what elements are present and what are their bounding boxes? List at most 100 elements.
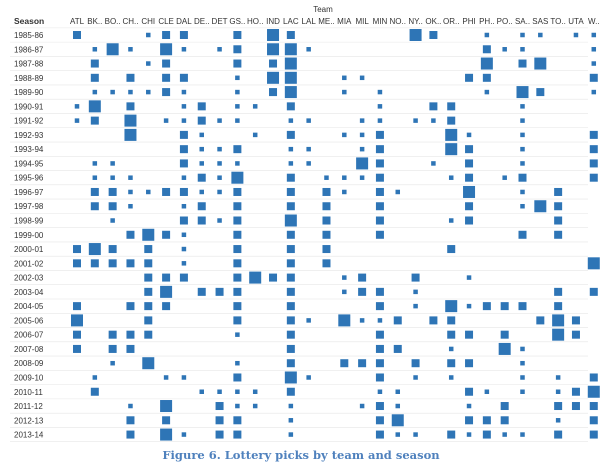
lottery-mark <box>375 130 384 139</box>
lottery-mark <box>110 218 115 223</box>
lottery-mark <box>465 359 474 368</box>
lottery-mark <box>106 43 119 56</box>
lottery-mark <box>589 145 598 154</box>
lottery-mark <box>431 161 436 166</box>
team-label: GS.. <box>229 17 245 26</box>
lottery-mark <box>233 145 242 154</box>
lottery-mark <box>571 387 580 396</box>
team-label: MIN <box>373 17 388 26</box>
lottery-mark <box>267 43 280 56</box>
lottery-mark <box>359 403 365 409</box>
lottery-mark <box>233 245 242 254</box>
lottery-mark <box>252 104 258 109</box>
lottery-mark <box>520 132 525 138</box>
lottery-mark <box>90 116 99 125</box>
lottery-mark <box>160 285 173 298</box>
lottery-mark <box>110 360 115 366</box>
lottery-mark <box>144 302 153 311</box>
lottery-mark <box>589 287 598 296</box>
lottery-mark <box>589 430 598 439</box>
lottery-mark <box>217 389 222 394</box>
lottery-mark <box>90 202 99 211</box>
lottery-mark <box>591 47 597 52</box>
lottery-mark <box>215 430 224 439</box>
lottery-mark <box>482 45 491 54</box>
team-label: MIA <box>337 17 352 26</box>
lottery-mark <box>466 275 472 280</box>
team-label: PHI <box>462 17 475 26</box>
lottery-mark <box>128 189 133 195</box>
lottery-mark <box>375 173 384 182</box>
lottery-mark <box>288 118 294 123</box>
lottery-mark <box>233 31 242 39</box>
lottery-mark <box>286 130 295 139</box>
lottery-mark <box>235 104 240 109</box>
lottery-mark <box>90 59 99 68</box>
lottery-mark <box>126 230 135 239</box>
lottery-mark <box>520 32 525 38</box>
lottery-mark <box>286 31 295 39</box>
team-label: BK.. <box>87 17 102 26</box>
lottery-mark <box>342 289 347 295</box>
lottery-mark <box>448 175 454 180</box>
lottery-mark <box>92 161 98 166</box>
team-label: PO.. <box>497 17 513 26</box>
figure-caption: Figure 6. Lottery picks by team and seas… <box>162 448 440 462</box>
lottery-mark <box>359 175 365 180</box>
lottery-mark <box>377 318 383 323</box>
lottery-mark <box>110 175 115 180</box>
team-label: OR.. <box>443 17 459 26</box>
team-label: ATL <box>70 17 85 26</box>
lottery-mark <box>375 159 384 168</box>
lottery-mark <box>359 75 365 81</box>
lottery-mark <box>482 430 491 439</box>
lottery-mark <box>235 389 240 394</box>
lottery-mark <box>126 73 135 82</box>
lottery-mark <box>520 375 525 380</box>
lottery-mark <box>518 302 527 311</box>
team-label: PH.. <box>479 17 495 26</box>
lottery-mark <box>217 118 222 123</box>
team-label: OK.. <box>425 17 441 26</box>
lottery-mark <box>447 102 456 111</box>
lottery-mark <box>448 218 454 223</box>
lottery-mark <box>233 302 242 311</box>
lottery-mark <box>269 273 278 282</box>
lottery-mark <box>555 375 561 380</box>
season-label: 1993-94 <box>14 145 44 154</box>
lottery-mark <box>555 418 561 423</box>
lottery-mark <box>160 428 173 441</box>
lottery-mark <box>197 116 206 125</box>
lottery-mark <box>108 344 117 353</box>
lottery-mark <box>217 161 222 166</box>
lottery-mark <box>128 47 133 52</box>
lottery-mark <box>393 344 402 353</box>
lottery-mark <box>500 302 509 311</box>
lottery-mark <box>197 287 206 296</box>
lottery-mark <box>267 29 280 41</box>
lottery-mark <box>73 245 81 254</box>
lottery-mark <box>162 416 171 425</box>
lottery-mark <box>413 432 418 437</box>
lottery-mark <box>465 216 474 225</box>
lottery-mark <box>520 360 525 366</box>
lottery-mark <box>233 202 242 211</box>
season-label: 2010-11 <box>14 388 43 397</box>
team-label: DE.. <box>194 17 210 26</box>
lottery-mark <box>429 31 438 39</box>
lottery-mark <box>520 432 525 437</box>
lottery-mark <box>128 175 133 180</box>
lottery-mark <box>358 359 367 368</box>
lottery-mark <box>235 360 240 366</box>
lottery-mark <box>108 259 117 268</box>
lottery-mark <box>587 385 600 398</box>
lottery-mark <box>375 202 384 211</box>
lottery-mark <box>144 259 153 268</box>
lottery-mark <box>358 273 367 282</box>
lottery-mark <box>284 71 297 84</box>
lottery-mark <box>482 416 491 425</box>
lottery-mark <box>538 32 543 38</box>
lottery-mark <box>199 189 204 195</box>
lottery-mark <box>518 59 527 68</box>
team-label: CH.. <box>122 17 138 26</box>
